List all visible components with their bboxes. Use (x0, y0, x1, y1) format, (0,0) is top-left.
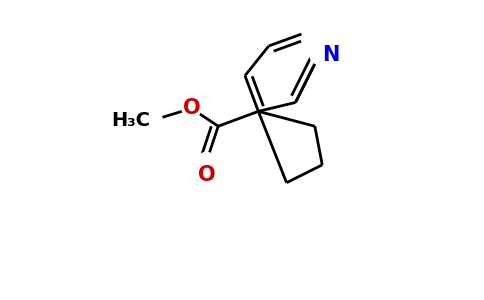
Circle shape (310, 45, 329, 64)
Circle shape (182, 99, 201, 118)
Text: N: N (322, 45, 340, 65)
Text: O: O (182, 98, 200, 118)
Circle shape (143, 111, 162, 130)
Text: O: O (197, 165, 215, 185)
Text: H₃C: H₃C (111, 111, 150, 130)
Circle shape (197, 152, 216, 171)
